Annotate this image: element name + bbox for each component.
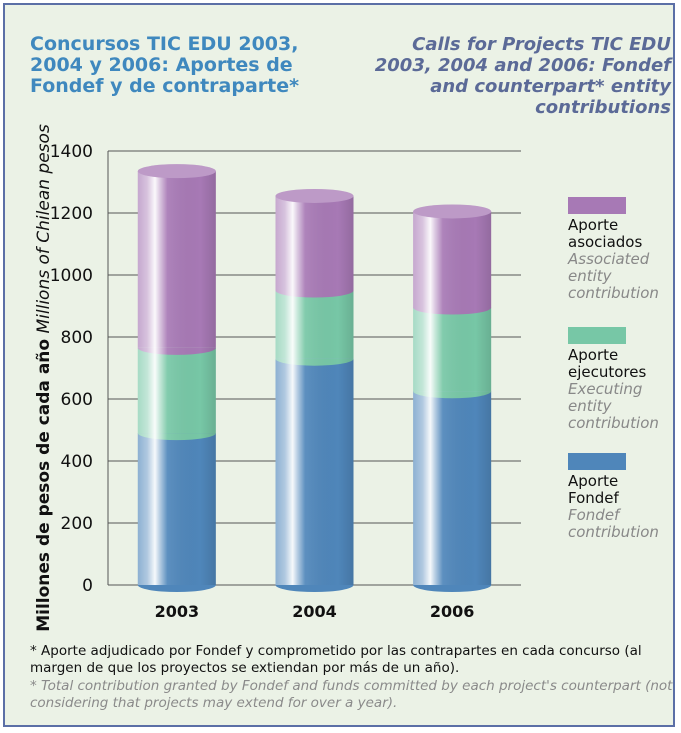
y-tick-label: 200 — [61, 514, 93, 534]
bar-top-highlight-2003 — [137, 164, 216, 179]
y-tick-label: 1000 — [50, 266, 93, 286]
footnote-spanish: * Aporte adjudicado por Fondef y comprom… — [30, 643, 642, 676]
y-tick-label: 1200 — [50, 204, 93, 224]
bar-group-2003 — [137, 164, 216, 592]
y-tick-label: 1400 — [50, 142, 93, 162]
chart-title-english: Calls for Projects TIC EDU 2003, 2004 an… — [374, 34, 671, 118]
bar-base-2006 — [413, 585, 492, 593]
legend-swatch-fondef — [568, 453, 626, 470]
legend-label-asociados: Aporte asociados — [568, 216, 643, 251]
legend-swatch-ejecutores — [568, 327, 626, 344]
legend-label-ejecutores-english: Executing entity contribution — [568, 380, 659, 432]
y-tick-label: 400 — [61, 452, 93, 472]
stacked-bar-chart: 0 200 400 600 800 1000 1200 1400 2003 2004 2006 — [50, 142, 521, 621]
legend-item-ejecutores: Aporte ejecutores Executing entity contr… — [568, 327, 673, 432]
bar-top-highlight-2006 — [413, 204, 492, 219]
y-tick-label: 0 — [82, 576, 93, 596]
legend-item-fondef: Aporte Fondef Fondef contribution — [568, 453, 673, 541]
x-tick-label-2003: 2003 — [155, 602, 200, 621]
bar-shading-2004 — [275, 195, 354, 585]
bar-base-2003 — [137, 585, 216, 592]
bar-top-2003 — [137, 164, 216, 179]
footnote-english: * Total contribution granted by Fondef a… — [30, 678, 673, 711]
legend-label-asociados-english: Associated entity contribution — [568, 250, 659, 302]
bar-shading-2003 — [137, 171, 216, 585]
legend-swatch-asociados — [568, 197, 626, 214]
y-tick-label: 600 — [61, 390, 93, 410]
bar-base-2004 — [275, 585, 354, 593]
bar-shading-2006 — [413, 211, 492, 585]
bar-group-2004 — [275, 188, 354, 593]
x-tick-label-2006: 2006 — [430, 602, 475, 621]
bar-top-2004 — [275, 188, 354, 203]
legend-label-fondef-english: Fondef contribution — [568, 506, 659, 541]
y-tick-label: 800 — [61, 328, 93, 348]
x-tick-label-2004: 2004 — [292, 602, 337, 621]
footnote: * Aporte adjudicado por Fondef y comprom… — [30, 643, 675, 712]
bar-group-2006 — [413, 204, 492, 593]
legend-item-asociados: Aporte asociados Associated entity contr… — [568, 197, 673, 302]
legend-label-ejecutores: Aporte ejecutores — [568, 346, 647, 381]
chart-title-spanish: Concursos TIC EDU 2003, 2004 y 2006: Apo… — [30, 33, 300, 97]
bar-top-2006 — [413, 204, 492, 219]
legend-label-fondef: Aporte Fondef — [568, 472, 619, 507]
bar-top-highlight-2004 — [275, 188, 354, 203]
